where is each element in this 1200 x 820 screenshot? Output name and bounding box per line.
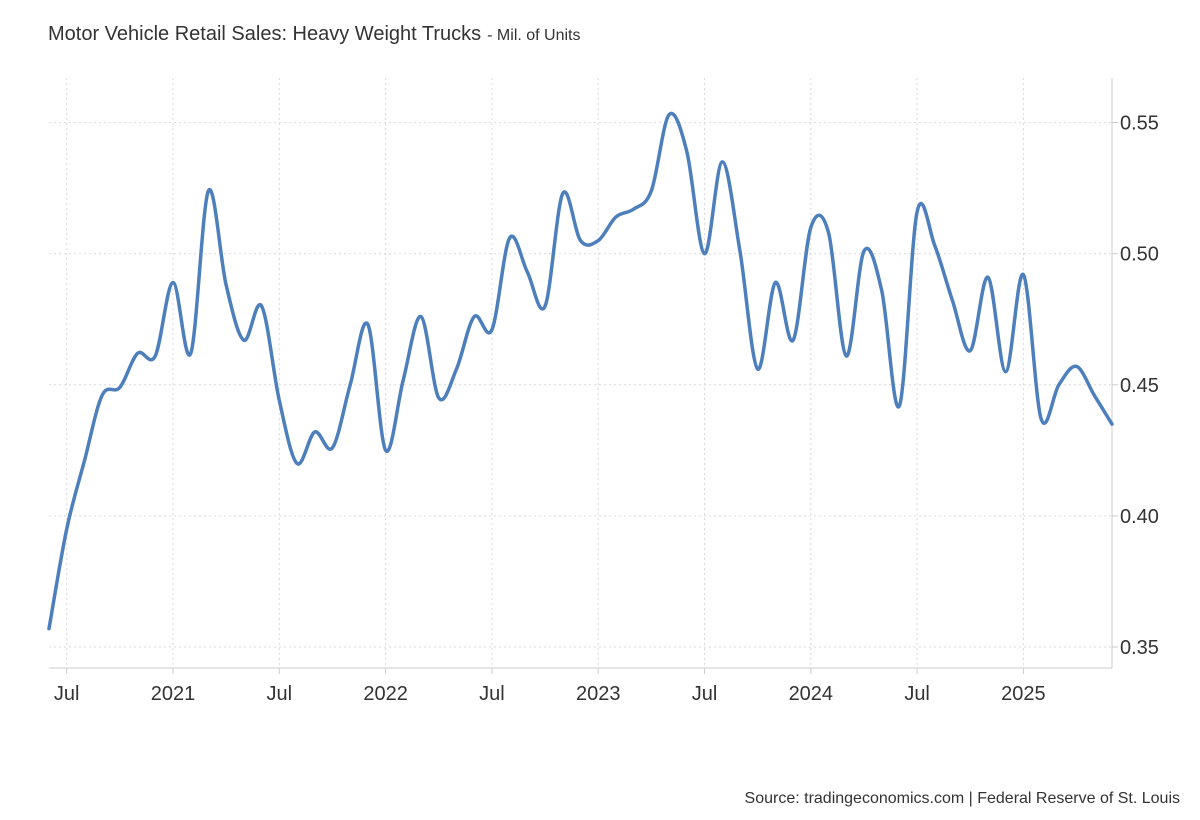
- x-tick-label: 2024: [789, 683, 834, 705]
- data-line: [47, 111, 1114, 631]
- x-tick-label: Jul: [692, 683, 718, 705]
- x-tick-label: 2023: [576, 683, 621, 705]
- x-tick-label: Jul: [54, 683, 80, 705]
- x-tick-label: Jul: [904, 683, 930, 705]
- y-tick-label: 0.55: [1120, 113, 1159, 135]
- chart-title-group: Motor Vehicle Retail Sales: Heavy Weight…: [48, 23, 581, 45]
- x-tick-label: Jul: [479, 683, 505, 705]
- source-note: Source: tradingeconomics.com | Federal R…: [745, 790, 1180, 807]
- x-tick-label: Jul: [267, 683, 293, 705]
- y-tick-label: 0.50: [1120, 244, 1159, 266]
- y-tick-label: 0.45: [1120, 375, 1159, 397]
- y-tick-label: 0.40: [1120, 506, 1159, 528]
- x-tick-label: 2025: [1001, 683, 1046, 705]
- chart-title: Motor Vehicle Retail Sales: Heavy Weight…: [48, 23, 481, 45]
- chart-subtitle: - Mil. of Units: [487, 27, 580, 44]
- x-tick-label: 2021: [151, 683, 196, 705]
- x-tick-label: 2022: [363, 683, 408, 705]
- y-tick-label: 0.35: [1120, 637, 1159, 659]
